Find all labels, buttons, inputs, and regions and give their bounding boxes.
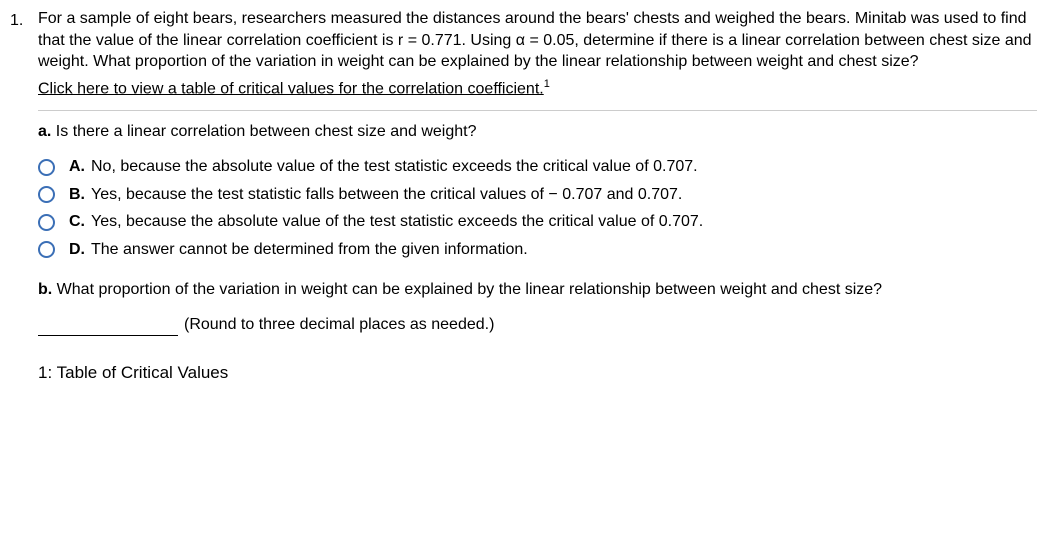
footnote: 1: Table of Critical Values	[38, 362, 1037, 385]
radio-c[interactable]	[38, 214, 55, 231]
option-text: The answer cannot be determined from the…	[91, 239, 1037, 261]
radio-d[interactable]	[38, 241, 55, 258]
answer-blank[interactable]	[38, 315, 178, 336]
option-a-row: A. No, because the absolute value of the…	[38, 156, 1037, 178]
question-number: 1.	[10, 8, 38, 32]
rounding-hint: (Round to three decimal places as needed…	[184, 314, 494, 336]
options-group: A. No, because the absolute value of the…	[38, 156, 1037, 260]
answer-line: (Round to three decimal places as needed…	[38, 314, 1037, 336]
part-b-text: What proportion of the variation in weig…	[57, 281, 882, 298]
radio-a[interactable]	[38, 159, 55, 176]
question-stem: For a sample of eight bears, researchers…	[38, 8, 1037, 73]
option-letter: A.	[69, 156, 91, 178]
critical-values-link[interactable]: Click here to view a table of critical v…	[38, 80, 544, 97]
radio-b[interactable]	[38, 186, 55, 203]
question-body: For a sample of eight bears, researchers…	[38, 8, 1037, 385]
option-text: Yes, because the absolute value of the t…	[91, 211, 1037, 233]
option-text: No, because the absolute value of the te…	[91, 156, 1037, 178]
part-b-label: b.	[38, 281, 52, 298]
footnote-num: 1:	[38, 363, 52, 382]
option-letter: C.	[69, 211, 91, 233]
footnote-marker: 1	[544, 77, 550, 92]
option-letter: B.	[69, 184, 91, 206]
separator	[38, 110, 1037, 111]
option-d-row: D. The answer cannot be determined from …	[38, 239, 1037, 261]
option-text: Yes, because the test statistic falls be…	[91, 184, 1037, 206]
part-a-label: a.	[38, 123, 51, 140]
footnote-text: Table of Critical Values	[57, 363, 229, 382]
part-b-prompt: b. What proportion of the variation in w…	[38, 279, 1037, 301]
question-container: 1. For a sample of eight bears, research…	[10, 8, 1037, 385]
part-a-text: Is there a linear correlation between ch…	[56, 123, 477, 140]
part-a-prompt: a. Is there a linear correlation between…	[38, 121, 1037, 143]
option-b-row: B. Yes, because the test statistic falls…	[38, 184, 1037, 206]
option-letter: D.	[69, 239, 91, 261]
option-c-row: C. Yes, because the absolute value of th…	[38, 211, 1037, 233]
